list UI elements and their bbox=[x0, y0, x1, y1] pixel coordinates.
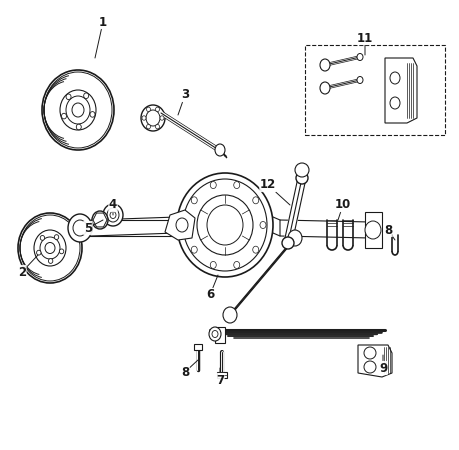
Text: 9: 9 bbox=[379, 355, 387, 374]
Ellipse shape bbox=[76, 124, 81, 130]
Ellipse shape bbox=[184, 221, 190, 229]
Ellipse shape bbox=[160, 116, 164, 120]
Ellipse shape bbox=[156, 125, 159, 129]
Ellipse shape bbox=[260, 221, 266, 229]
Ellipse shape bbox=[141, 105, 165, 131]
Ellipse shape bbox=[90, 112, 95, 117]
Ellipse shape bbox=[40, 237, 60, 259]
Ellipse shape bbox=[288, 230, 302, 246]
Text: 7: 7 bbox=[216, 368, 224, 387]
Polygon shape bbox=[165, 210, 195, 240]
Ellipse shape bbox=[156, 107, 159, 112]
Ellipse shape bbox=[191, 197, 197, 204]
Text: 10: 10 bbox=[335, 198, 351, 220]
Ellipse shape bbox=[357, 54, 363, 60]
Ellipse shape bbox=[197, 195, 253, 255]
Text: 12: 12 bbox=[260, 179, 290, 205]
Ellipse shape bbox=[364, 347, 376, 359]
Ellipse shape bbox=[107, 208, 119, 222]
Ellipse shape bbox=[364, 361, 376, 373]
Ellipse shape bbox=[110, 212, 116, 219]
Ellipse shape bbox=[390, 72, 400, 84]
Ellipse shape bbox=[210, 181, 216, 189]
Ellipse shape bbox=[223, 307, 237, 323]
Ellipse shape bbox=[183, 179, 267, 271]
Ellipse shape bbox=[253, 197, 259, 204]
Polygon shape bbox=[93, 213, 107, 227]
Ellipse shape bbox=[62, 113, 67, 119]
Ellipse shape bbox=[212, 330, 218, 338]
Polygon shape bbox=[75, 220, 175, 236]
Polygon shape bbox=[358, 345, 392, 377]
Ellipse shape bbox=[59, 249, 64, 254]
Text: 1: 1 bbox=[95, 15, 107, 58]
Ellipse shape bbox=[18, 213, 82, 283]
Ellipse shape bbox=[210, 261, 216, 269]
Ellipse shape bbox=[146, 107, 151, 112]
Ellipse shape bbox=[72, 103, 84, 117]
Ellipse shape bbox=[191, 246, 197, 253]
Ellipse shape bbox=[234, 181, 240, 189]
Text: 5: 5 bbox=[84, 220, 103, 234]
Text: 6: 6 bbox=[206, 275, 218, 302]
Ellipse shape bbox=[320, 82, 330, 94]
Ellipse shape bbox=[103, 204, 123, 226]
Ellipse shape bbox=[209, 327, 221, 341]
Text: 3: 3 bbox=[178, 89, 189, 115]
Ellipse shape bbox=[365, 221, 381, 239]
Ellipse shape bbox=[60, 90, 96, 130]
Ellipse shape bbox=[92, 211, 108, 229]
Ellipse shape bbox=[177, 173, 273, 277]
Ellipse shape bbox=[73, 220, 87, 236]
Ellipse shape bbox=[54, 235, 59, 239]
Polygon shape bbox=[194, 344, 202, 350]
Text: 4: 4 bbox=[109, 198, 117, 215]
Ellipse shape bbox=[68, 214, 92, 242]
Ellipse shape bbox=[296, 172, 308, 184]
Polygon shape bbox=[365, 212, 382, 248]
Ellipse shape bbox=[390, 97, 400, 109]
FancyBboxPatch shape bbox=[305, 45, 445, 135]
Polygon shape bbox=[280, 220, 370, 238]
Text: 8: 8 bbox=[181, 360, 198, 378]
Ellipse shape bbox=[215, 144, 225, 156]
Ellipse shape bbox=[49, 259, 53, 263]
Ellipse shape bbox=[142, 116, 146, 120]
Ellipse shape bbox=[207, 205, 243, 245]
Polygon shape bbox=[385, 58, 417, 123]
Ellipse shape bbox=[253, 246, 259, 253]
Ellipse shape bbox=[45, 243, 55, 253]
Ellipse shape bbox=[66, 94, 71, 99]
Ellipse shape bbox=[96, 216, 104, 225]
Ellipse shape bbox=[295, 163, 309, 177]
Ellipse shape bbox=[176, 218, 188, 232]
Ellipse shape bbox=[282, 237, 294, 249]
Ellipse shape bbox=[234, 261, 240, 269]
Ellipse shape bbox=[66, 96, 90, 124]
Text: 11: 11 bbox=[357, 32, 373, 55]
Ellipse shape bbox=[42, 70, 114, 150]
Polygon shape bbox=[215, 327, 225, 343]
Ellipse shape bbox=[357, 76, 363, 84]
Text: 8: 8 bbox=[384, 224, 395, 240]
Ellipse shape bbox=[320, 59, 330, 71]
Ellipse shape bbox=[34, 230, 66, 266]
Polygon shape bbox=[217, 372, 227, 378]
Ellipse shape bbox=[84, 93, 89, 99]
Ellipse shape bbox=[146, 125, 151, 129]
Ellipse shape bbox=[146, 110, 160, 126]
Text: 2: 2 bbox=[18, 255, 38, 279]
Ellipse shape bbox=[37, 250, 41, 255]
Ellipse shape bbox=[40, 235, 45, 240]
